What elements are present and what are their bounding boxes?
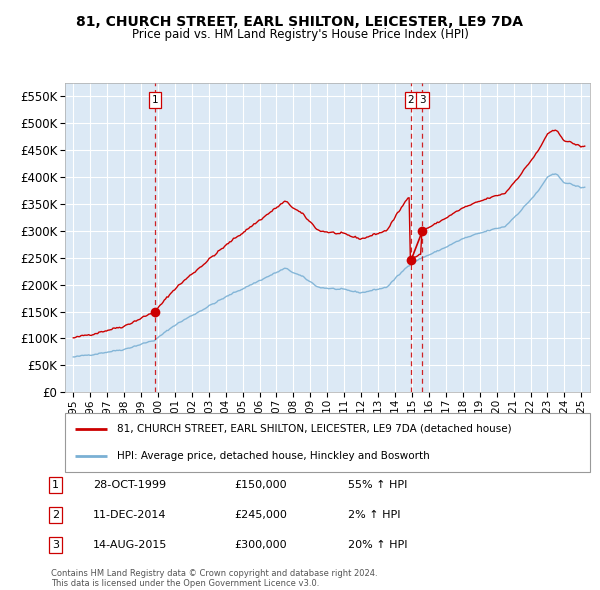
Text: 1: 1 xyxy=(152,95,158,105)
Text: 1: 1 xyxy=(52,480,59,490)
Text: 2: 2 xyxy=(407,95,414,105)
Text: 2% ↑ HPI: 2% ↑ HPI xyxy=(348,510,401,520)
Text: HPI: Average price, detached house, Hinckley and Bosworth: HPI: Average price, detached house, Hinc… xyxy=(118,451,430,461)
Text: 11-DEC-2014: 11-DEC-2014 xyxy=(93,510,167,520)
Text: 55% ↑ HPI: 55% ↑ HPI xyxy=(348,480,407,490)
Text: 81, CHURCH STREET, EARL SHILTON, LEICESTER, LE9 7DA (detached house): 81, CHURCH STREET, EARL SHILTON, LEICEST… xyxy=(118,424,512,434)
Text: This data is licensed under the Open Government Licence v3.0.: This data is licensed under the Open Gov… xyxy=(51,579,319,588)
Text: 20% ↑ HPI: 20% ↑ HPI xyxy=(348,540,407,550)
Text: 3: 3 xyxy=(419,95,426,105)
Text: 81, CHURCH STREET, EARL SHILTON, LEICESTER, LE9 7DA: 81, CHURCH STREET, EARL SHILTON, LEICEST… xyxy=(77,15,523,30)
Text: 3: 3 xyxy=(52,540,59,550)
Text: 14-AUG-2015: 14-AUG-2015 xyxy=(93,540,167,550)
Text: Contains HM Land Registry data © Crown copyright and database right 2024.: Contains HM Land Registry data © Crown c… xyxy=(51,569,377,578)
Text: Price paid vs. HM Land Registry's House Price Index (HPI): Price paid vs. HM Land Registry's House … xyxy=(131,28,469,41)
Text: £300,000: £300,000 xyxy=(234,540,287,550)
Text: £150,000: £150,000 xyxy=(234,480,287,490)
Text: 28-OCT-1999: 28-OCT-1999 xyxy=(93,480,166,490)
Text: 2: 2 xyxy=(52,510,59,520)
Text: £245,000: £245,000 xyxy=(234,510,287,520)
